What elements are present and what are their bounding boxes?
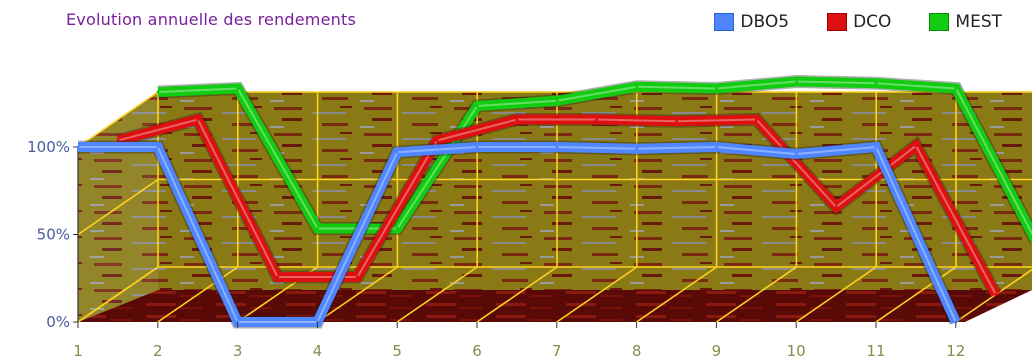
point-dbo5-9 (714, 145, 718, 149)
point-dbo5-5 (395, 150, 399, 154)
point-dbo5-8 (635, 147, 639, 151)
series-line-highlight-dbo5 (78, 145, 957, 323)
y-tick-label-0: 0% (46, 313, 70, 331)
x-tick-label-7: 8 (632, 342, 642, 360)
point-dbo5-2 (156, 145, 160, 149)
x-tick-label-4: 5 (392, 342, 402, 360)
legend-label-dbo5: DBO5 (740, 12, 790, 32)
point-dco-10 (834, 205, 838, 209)
point-dbo5-11 (874, 145, 878, 149)
chart-title: Evolution annuelle des rendements (66, 10, 356, 29)
point-dco-12 (994, 293, 998, 296)
point-dco-5 (435, 139, 439, 142)
gridline-floor-8 (715, 266, 797, 323)
legend-item-dbo5: DBO5 (714, 12, 789, 32)
point-dbo5-1 (76, 145, 80, 149)
gridline-floor-5 (476, 266, 558, 323)
series-line-highlight-mest (157, 80, 1032, 236)
x-tick-label-10: 11 (866, 342, 885, 360)
legend-swatch-mest (929, 13, 950, 31)
point-dco-9 (754, 118, 758, 121)
point-mest-8 (715, 87, 719, 90)
point-dco-1 (116, 139, 120, 142)
x-tick-label-1: 2 (153, 342, 163, 360)
series-dbo5 (76, 140, 962, 329)
point-dco-11 (914, 144, 918, 148)
point-mest-10 (874, 81, 878, 85)
x-tick-label-11: 12 (946, 342, 965, 360)
series-line-mest (157, 76, 1032, 244)
legend-label-mest: MEST (955, 12, 1002, 32)
point-dbo5-6 (475, 145, 479, 149)
gridline-floor-0 (77, 266, 159, 323)
y-tick-label-2: 100% (27, 138, 70, 156)
gridline-floor-4 (396, 266, 478, 323)
point-dco-2 (196, 118, 200, 121)
point-dbo5-10 (794, 152, 798, 156)
point-dco-6 (515, 118, 519, 121)
point-dbo5-7 (555, 145, 559, 149)
point-mest-4 (395, 227, 399, 230)
x-tick-label-3: 4 (313, 342, 323, 360)
gridline-floor-3 (316, 266, 398, 323)
gridline-floor-9 (795, 266, 877, 323)
legend-swatch-dbo5 (714, 13, 735, 31)
x-tick-label-8: 9 (712, 342, 722, 360)
point-mest-5 (475, 104, 479, 108)
x-tick-label-9: 10 (787, 342, 806, 360)
series-dco (116, 111, 1002, 298)
legend-swatch-dco (827, 13, 848, 31)
series-line-highlight-dco (117, 118, 997, 295)
gridline-floor-1 (157, 266, 239, 323)
series-mest (156, 74, 1032, 244)
point-dco-3 (276, 275, 280, 279)
gridline-floor-10 (875, 266, 957, 323)
x-axis: 1 2 3 4 5 6 7 8 9 10 11 12 (73, 322, 965, 360)
legend-item-dco: DCO (827, 12, 891, 32)
series-layer (76, 74, 1032, 329)
point-mest-2 (236, 87, 240, 90)
legend-label-dco: DCO (853, 12, 892, 32)
y-axis: 0% 50% 100% (27, 138, 79, 331)
point-mest-9 (794, 80, 798, 83)
point-mest-3 (316, 227, 320, 230)
point-mest-11 (954, 87, 958, 90)
x-tick-label-6: 7 (552, 342, 562, 360)
point-mest-6 (555, 99, 559, 103)
point-dco-7 (595, 118, 599, 121)
series-line-dco (116, 113, 1001, 297)
x-tick-label-0: 1 (73, 342, 83, 360)
x-tick-label-5: 6 (472, 342, 482, 360)
gridline-floor-6 (556, 266, 638, 323)
y-tick-label-1: 50% (37, 226, 70, 244)
legend: DBO5 DCO MEST (714, 12, 1002, 32)
x-tick-label-2: 3 (233, 342, 243, 360)
point-mest-1 (156, 90, 160, 94)
point-dco-4 (355, 275, 359, 279)
point-mest-7 (635, 85, 639, 89)
legend-item-mest: MEST (929, 12, 1002, 32)
gridline-floor-7 (636, 266, 718, 323)
point-dco-8 (675, 119, 679, 123)
series-line-dbo5 (78, 141, 961, 327)
